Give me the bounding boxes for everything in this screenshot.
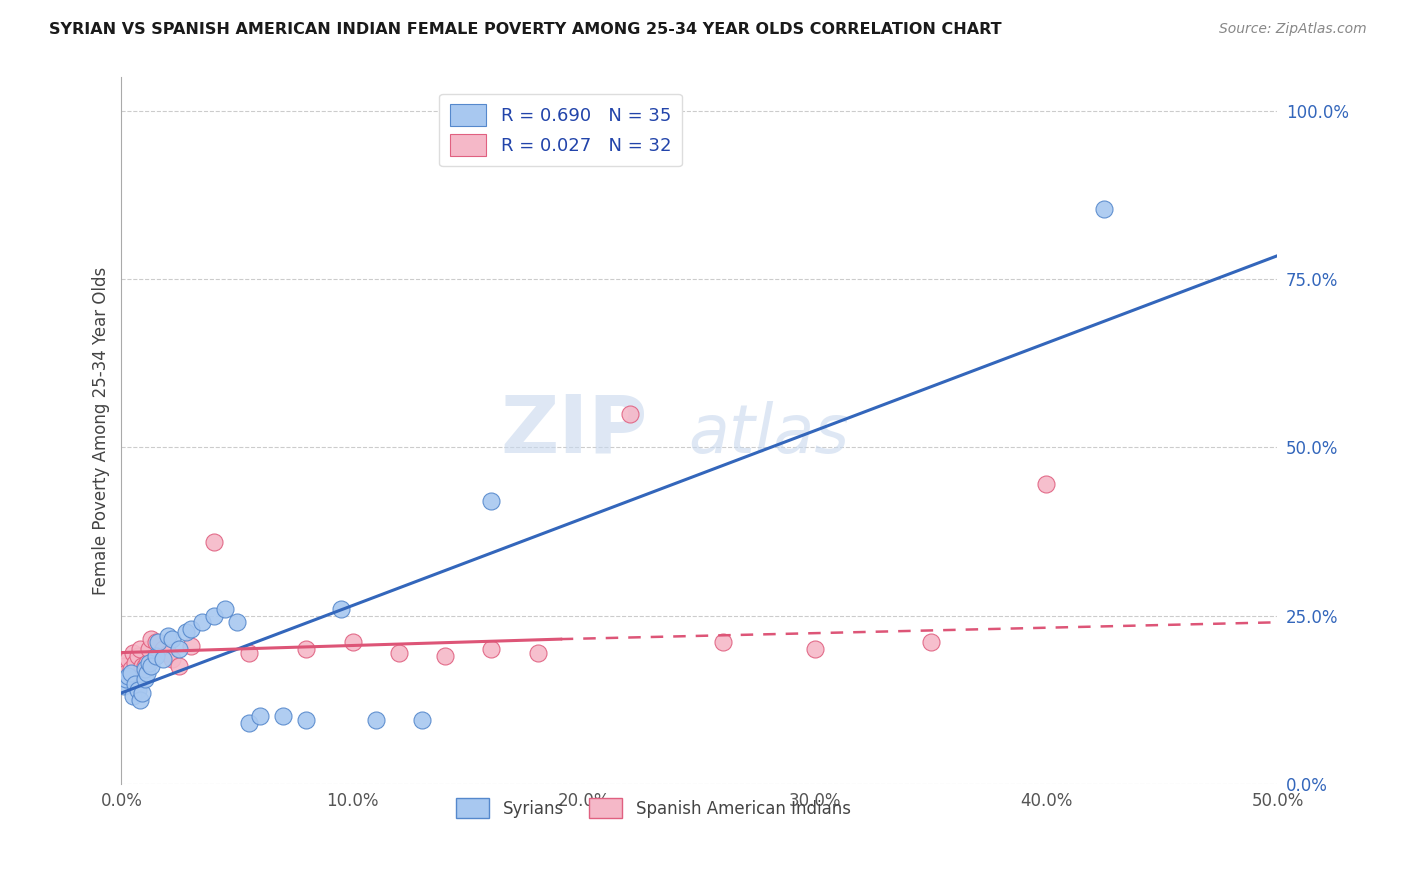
Point: [141, 632, 163, 646]
Point: [226, 615, 249, 630]
Point: [526, 646, 548, 660]
Point: [134, 673, 156, 687]
Point: [120, 665, 142, 680]
Point: [167, 659, 190, 673]
Point: [135, 665, 157, 680]
Point: [342, 635, 364, 649]
Point: [156, 646, 179, 660]
Point: [120, 662, 142, 676]
Point: [202, 608, 225, 623]
Point: [131, 686, 153, 700]
Point: [141, 659, 163, 673]
Point: [129, 692, 152, 706]
Point: [152, 642, 174, 657]
Point: [434, 648, 457, 663]
Text: Source: ZipAtlas.com: Source: ZipAtlas.com: [1219, 22, 1367, 37]
Point: [162, 652, 184, 666]
Point: [238, 646, 260, 660]
Point: [920, 635, 942, 649]
Point: [122, 690, 145, 704]
Point: [202, 534, 225, 549]
Point: [122, 646, 145, 660]
Point: [295, 642, 318, 657]
Point: [124, 677, 146, 691]
Point: [167, 642, 190, 657]
Point: [411, 713, 433, 727]
Text: ZIP: ZIP: [501, 392, 647, 469]
Point: [174, 625, 197, 640]
Point: [191, 615, 214, 630]
Point: [112, 679, 135, 693]
Point: [138, 656, 160, 670]
Point: [214, 602, 236, 616]
Point: [145, 648, 167, 663]
Point: [134, 662, 156, 676]
Point: [127, 682, 149, 697]
Point: [162, 632, 184, 646]
Point: [148, 635, 170, 649]
Point: [619, 407, 641, 421]
Point: [180, 639, 202, 653]
Point: [124, 656, 146, 670]
Point: [180, 622, 202, 636]
Point: [271, 709, 294, 723]
Text: atlas: atlas: [689, 401, 849, 467]
Point: [479, 642, 502, 657]
Point: [804, 642, 827, 657]
Point: [1035, 477, 1057, 491]
Point: [117, 669, 139, 683]
Point: [330, 602, 353, 616]
Point: [135, 656, 157, 670]
Point: [238, 716, 260, 731]
Point: [115, 673, 138, 687]
Point: [127, 648, 149, 663]
Y-axis label: Female Poverty Among 25-34 Year Olds: Female Poverty Among 25-34 Year Olds: [93, 267, 110, 595]
Point: [364, 713, 387, 727]
Point: [117, 652, 139, 666]
Point: [711, 635, 734, 649]
Point: [1092, 202, 1115, 216]
Point: [138, 642, 160, 657]
Point: [134, 659, 156, 673]
Point: [129, 642, 152, 657]
Point: [145, 635, 167, 649]
Point: [112, 659, 135, 673]
Point: [295, 713, 318, 727]
Point: [131, 659, 153, 673]
Point: [115, 665, 138, 680]
Point: [152, 652, 174, 666]
Point: [479, 494, 502, 508]
Point: [249, 709, 271, 723]
Point: [388, 646, 411, 660]
Legend: Syrians, Spanish American Indians: Syrians, Spanish American Indians: [450, 791, 858, 825]
Text: SYRIAN VS SPANISH AMERICAN INDIAN FEMALE POVERTY AMONG 25-34 YEAR OLDS CORRELATI: SYRIAN VS SPANISH AMERICAN INDIAN FEMALE…: [49, 22, 1002, 37]
Point: [156, 629, 179, 643]
